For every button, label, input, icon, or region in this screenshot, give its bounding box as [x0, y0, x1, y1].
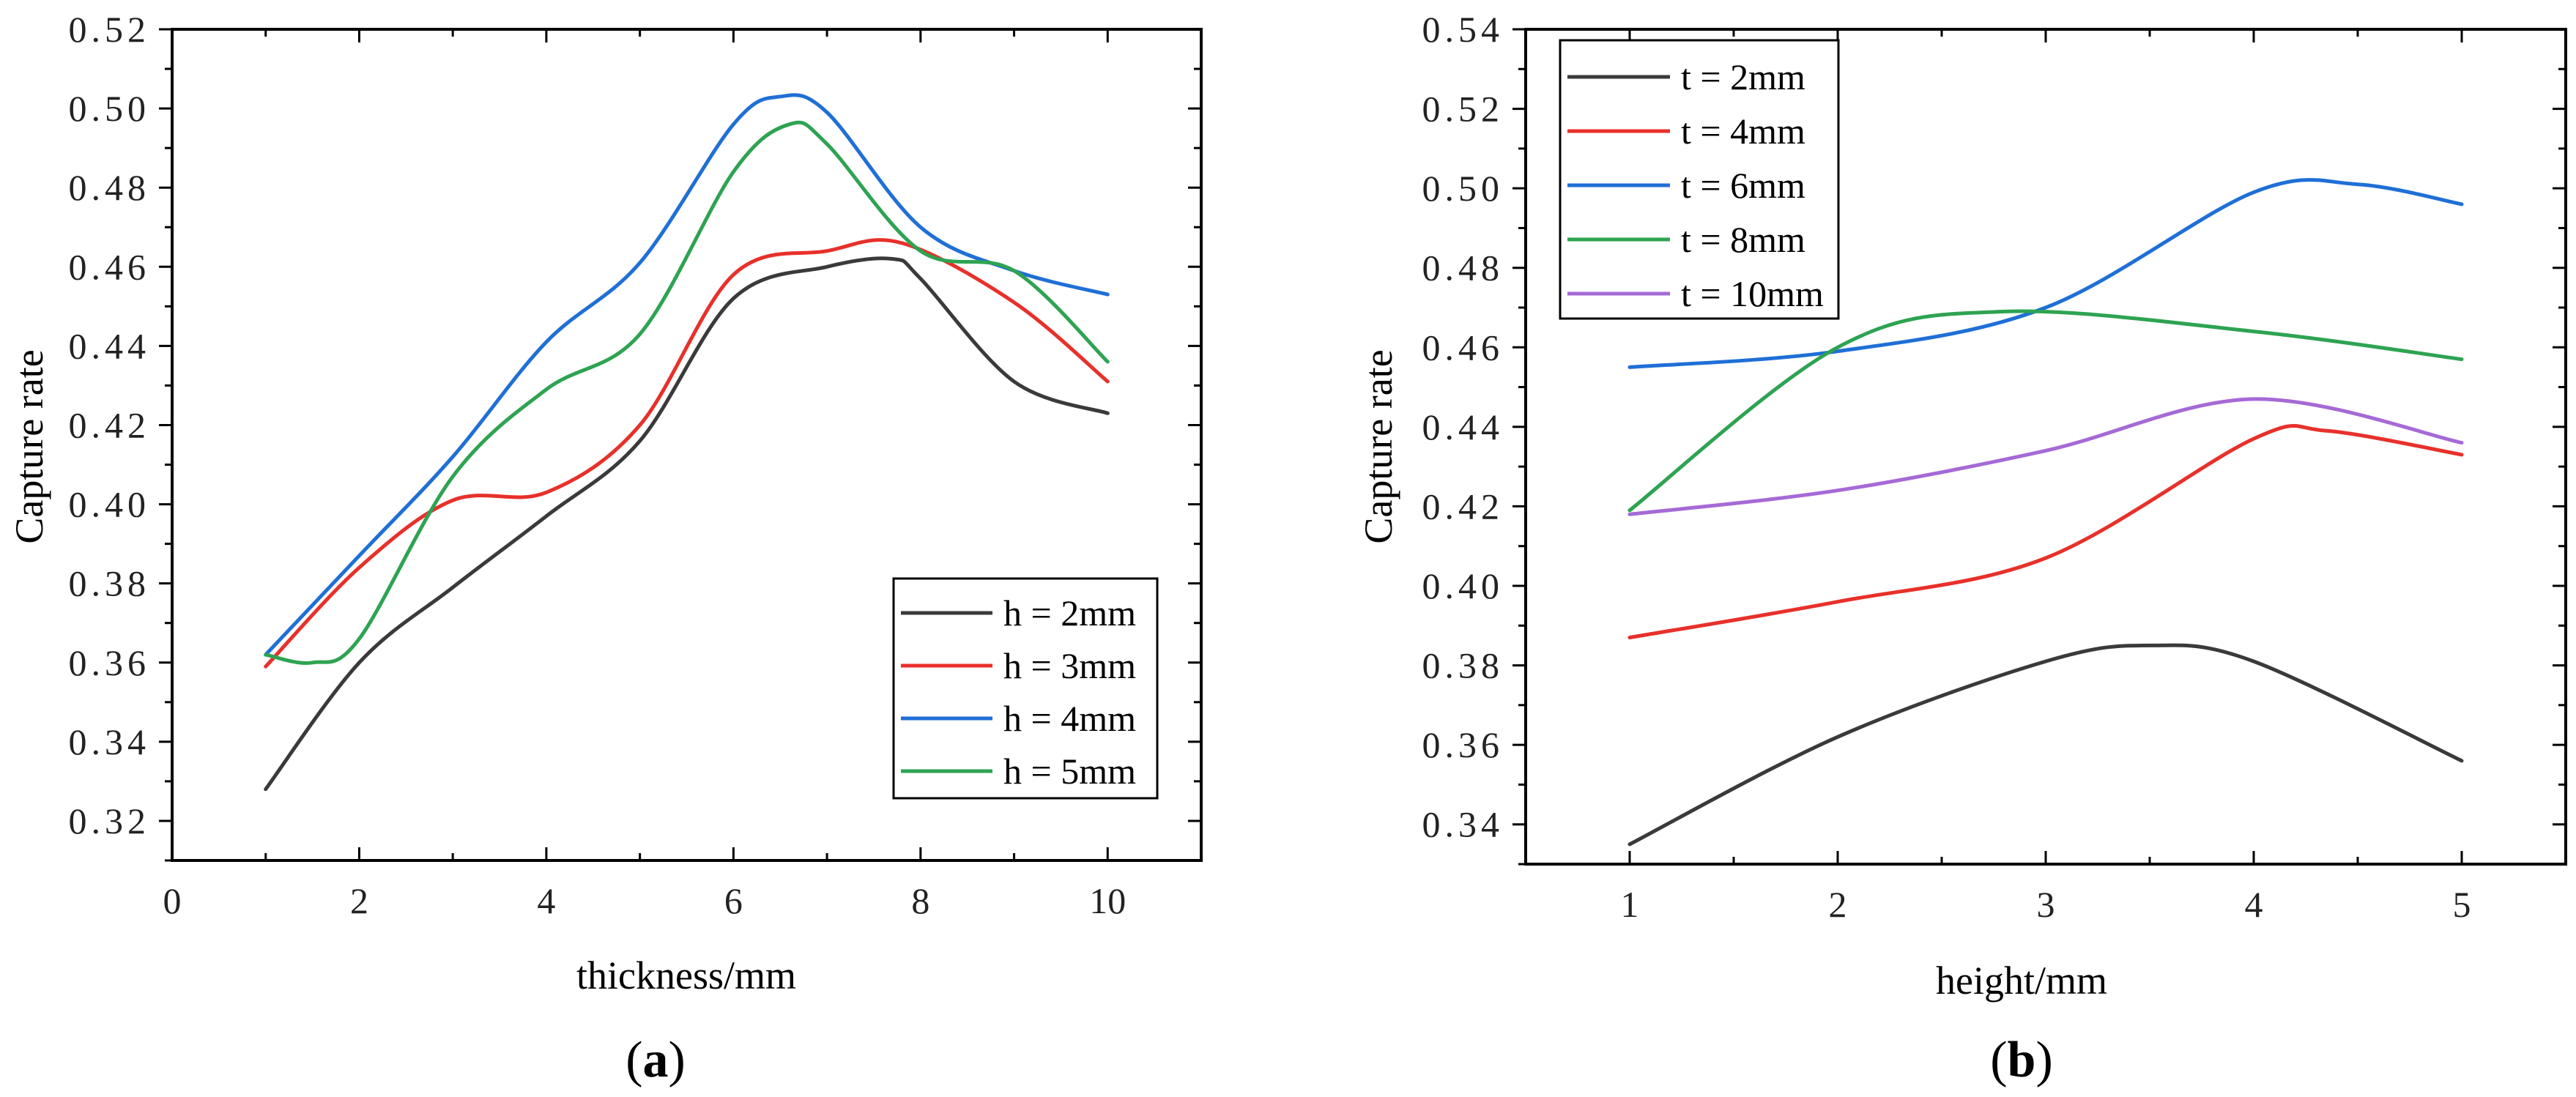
series-layer-a	[264, 93, 1110, 792]
legend-label-a-2: h = 3mm	[1003, 645, 1136, 686]
series-line-b-5	[1627, 397, 2464, 516]
x-tick-label-b: 3	[2037, 884, 2055, 925]
ticks-b: 1 2 3 4 5 0.34 0.36 0.38 0.40 0.42 0.44 0.46 0.48 0.5…	[1422, 9, 2567, 925]
legend-label-a-1: h = 2mm	[1003, 592, 1136, 633]
y-tick-label-a: 0.42	[69, 404, 151, 445]
y-tick-label-a: 0.32	[69, 800, 151, 841]
y-tick-label-b: 0.40	[1422, 565, 1504, 606]
x-tick-label-a: 8	[911, 880, 929, 921]
series-line-b-2	[1627, 424, 2464, 640]
y-tick-label-b: 0.38	[1422, 645, 1504, 686]
x-tick-label-a: 0	[163, 880, 182, 921]
y-tick-label-b: 0.54	[1422, 9, 1504, 50]
axes-frame-b	[1524, 28, 2567, 866]
x-tick-label-a: 10	[1089, 880, 1126, 921]
y-tick-label-a: 0.38	[69, 563, 151, 604]
x-tick-label-b: 4	[2245, 884, 2263, 925]
series-line-a-2	[264, 238, 1110, 669]
y-tick-label-b: 0.46	[1422, 327, 1504, 368]
y-tick-label-b: 0.48	[1422, 248, 1504, 289]
legend-label-b-1: t = 2mm	[1681, 56, 1805, 97]
y-tick-label-a: 0.40	[69, 484, 151, 525]
legend-label-a-3: h = 4mm	[1003, 698, 1136, 739]
legend-a: h = 2mm h = 3mm h = 4mm h = 5mm	[892, 577, 1159, 800]
x-tick-label-b: 1	[1621, 884, 1639, 925]
ticks-a: 0 2 4 6 8 10 0.32 0.34 0.36 0.38 0.40 0.42 0.44 0.46 0…	[69, 9, 1203, 921]
y-tick-label-b: 0.42	[1422, 486, 1504, 527]
y-tick-label-a: 0.52	[69, 9, 151, 50]
legend-box-b	[1559, 39, 1840, 320]
series-layer-b	[1627, 178, 2464, 847]
series-line-b-3	[1627, 178, 2464, 369]
chart-panel-a: 0 2 4 6 8 10 0.32 0.34 0.36 0.38 0.40 0.42 0.44 0.46 0…	[7, 9, 1203, 1088]
series-line-a-4	[264, 120, 1110, 665]
y-tick-label-b: 0.50	[1422, 168, 1504, 209]
panel-caption-b: (b)	[1990, 1032, 2053, 1088]
y-tick-label-b: 0.44	[1422, 406, 1504, 447]
x-tick-label-a: 2	[350, 880, 368, 921]
chart-panel-b: 1 2 3 4 5 0.34 0.36 0.38 0.40 0.42 0.44 0.46 0.48 0.5…	[1356, 9, 2567, 1088]
panel-letter-a: a	[643, 1032, 669, 1088]
y-tick-label-a: 0.36	[69, 642, 151, 683]
x-axis-label-a: thickness/mm	[576, 953, 796, 997]
panel-caption-a: (a)	[626, 1032, 686, 1088]
x-tick-label-a: 4	[537, 880, 555, 921]
series-line-a-1	[264, 256, 1110, 792]
y-tick-label-b: 0.52	[1422, 89, 1504, 130]
series-line-a-3	[264, 93, 1110, 657]
y-tick-label-a: 0.46	[69, 246, 151, 287]
series-line-b-4	[1627, 309, 2464, 513]
legend-label-b-3: t = 6mm	[1681, 165, 1805, 206]
panel-letter-b: b	[2008, 1032, 2036, 1088]
x-axis-label-b: height/mm	[1936, 959, 2107, 1003]
y-tick-label-a: 0.44	[69, 325, 151, 366]
x-tick-label-b: 2	[1829, 884, 1847, 925]
legend-label-a-4: h = 5mm	[1003, 751, 1136, 792]
legend-label-b-5: t = 10mm	[1681, 273, 1824, 314]
y-tick-label-a: 0.50	[69, 88, 151, 129]
axes-frame-a	[171, 28, 1203, 862]
legend-box-a	[892, 577, 1159, 800]
legend-b: t = 2mm t = 4mm t = 6mm t = 8mm t = 10mm	[1559, 39, 1840, 320]
y-axis-label-b: Capture rate	[1356, 349, 1400, 543]
y-axis-label-a: Capture rate	[7, 349, 51, 543]
y-tick-label-a: 0.34	[69, 721, 151, 762]
x-tick-label-a: 6	[724, 880, 743, 921]
y-tick-label-b: 0.36	[1422, 724, 1504, 765]
y-tick-label-a: 0.48	[69, 167, 151, 208]
x-tick-label-b: 5	[2453, 884, 2471, 925]
legend-label-b-4: t = 8mm	[1681, 219, 1805, 260]
series-line-b-1	[1627, 643, 2464, 847]
y-tick-label-b: 0.34	[1422, 804, 1504, 845]
legend-label-b-2: t = 4mm	[1681, 111, 1805, 152]
